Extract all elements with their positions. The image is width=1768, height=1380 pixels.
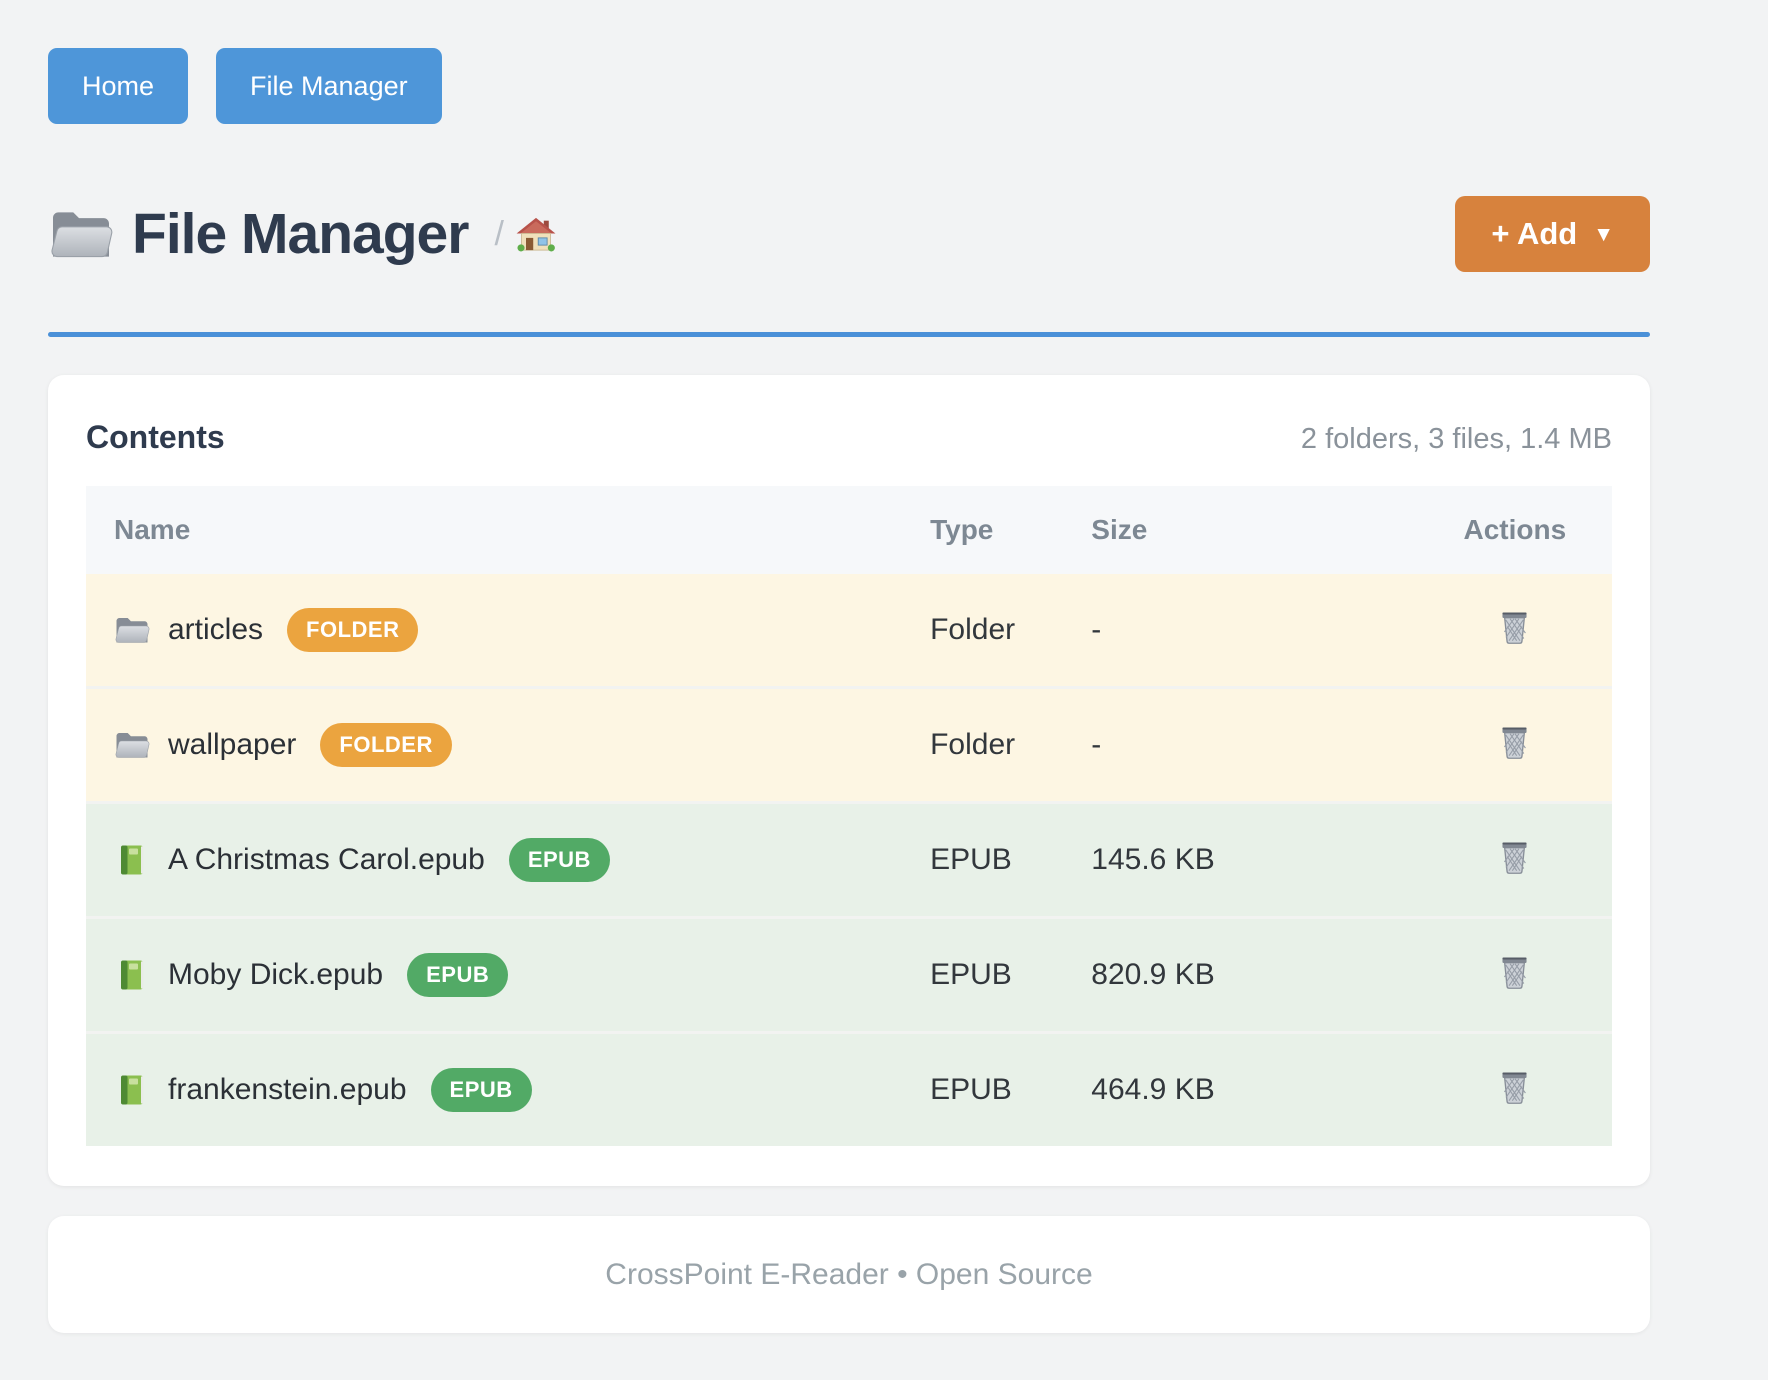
- footer-text: CrossPoint E-Reader • Open Source: [605, 1257, 1093, 1291]
- delete-button[interactable]: [1499, 609, 1530, 644]
- file-size: -: [1091, 613, 1102, 646]
- page: Home File Manager File Manager / + Add ▼…: [48, 0, 1650, 1333]
- file-type: Folder: [930, 686, 1092, 803]
- contents-summary: 2 folders, 3 files, 1.4 MB: [1300, 423, 1612, 455]
- book-icon: [114, 1074, 150, 1106]
- title-divider: [48, 332, 1650, 337]
- file-type: Folder: [930, 613, 1016, 646]
- file-name-link[interactable]: Moby Dick.epub: [168, 958, 384, 991]
- page-header: File Manager / + Add ▼: [48, 196, 1650, 272]
- table-header: Name Type Size Actions: [86, 486, 1612, 574]
- card-title: Contents: [86, 419, 225, 455]
- table-row: wallpaper FOLDER Folder -: [86, 686, 1612, 803]
- file-size: 145.6 KB: [1091, 801, 1418, 918]
- file-type: EPUB: [930, 916, 1092, 1033]
- file-name-link[interactable]: frankenstein.epub: [168, 1073, 407, 1106]
- footer: CrossPoint E-Reader • Open Source: [48, 1216, 1650, 1333]
- file-manager-button[interactable]: File Manager: [216, 48, 442, 124]
- file-name-link[interactable]: A Christmas Carol.epub: [168, 843, 485, 876]
- file-size: 464.9 KB: [1091, 1031, 1418, 1146]
- delete-button[interactable]: [1499, 724, 1530, 759]
- column-header-size: Size: [1091, 486, 1418, 574]
- page-title: File Manager: [132, 202, 469, 266]
- file-name-link[interactable]: articles: [168, 613, 264, 646]
- breadcrumb-separator: /: [494, 214, 504, 253]
- table-row: articles FOLDER Folder -: [86, 574, 1612, 688]
- title-group: File Manager /: [48, 201, 556, 267]
- card-header: Contents 2 folders, 3 files, 1.4 MB: [86, 419, 1612, 456]
- file-size: -: [1091, 686, 1418, 803]
- folder-icon: [48, 206, 114, 262]
- epub-badge: EPUB: [430, 1068, 532, 1112]
- delete-button[interactable]: [1499, 954, 1530, 989]
- file-name-link[interactable]: wallpaper: [168, 728, 297, 761]
- file-type: EPUB: [930, 801, 1092, 918]
- house-icon[interactable]: [515, 215, 556, 253]
- add-button[interactable]: + Add ▼: [1455, 196, 1650, 272]
- epub-badge: EPUB: [407, 953, 509, 997]
- folder-icon: [114, 614, 150, 646]
- delete-button[interactable]: [1499, 1069, 1530, 1104]
- delete-button[interactable]: [1499, 839, 1530, 874]
- chevron-down-icon: ▼: [1593, 223, 1614, 246]
- epub-badge: EPUB: [508, 838, 610, 882]
- column-header-type: Type: [930, 486, 1092, 574]
- table-row: A Christmas Carol.epub EPUB EPUB 145.6 K…: [86, 801, 1612, 918]
- table-row: Moby Dick.epub EPUB EPUB 820.9 KB: [86, 916, 1612, 1033]
- add-button-label: + Add: [1491, 216, 1578, 251]
- home-button[interactable]: Home: [48, 48, 189, 124]
- top-nav: Home File Manager: [48, 48, 1650, 124]
- table-row: frankenstein.epub EPUB EPUB 464.9 KB: [86, 1031, 1612, 1146]
- folder-icon: [114, 729, 150, 761]
- file-type: EPUB: [930, 1031, 1092, 1146]
- folder-badge: FOLDER: [287, 608, 419, 652]
- book-icon: [114, 959, 150, 991]
- column-header-actions: Actions: [1417, 486, 1612, 574]
- column-header-name: Name: [86, 486, 931, 574]
- folder-badge: FOLDER: [320, 723, 452, 767]
- file-table: Name Type Size Actions articles FOLDER: [86, 486, 1612, 1146]
- contents-card: Contents 2 folders, 3 files, 1.4 MB Name…: [48, 375, 1650, 1186]
- book-icon: [114, 844, 150, 876]
- file-size: 820.9 KB: [1091, 916, 1418, 1033]
